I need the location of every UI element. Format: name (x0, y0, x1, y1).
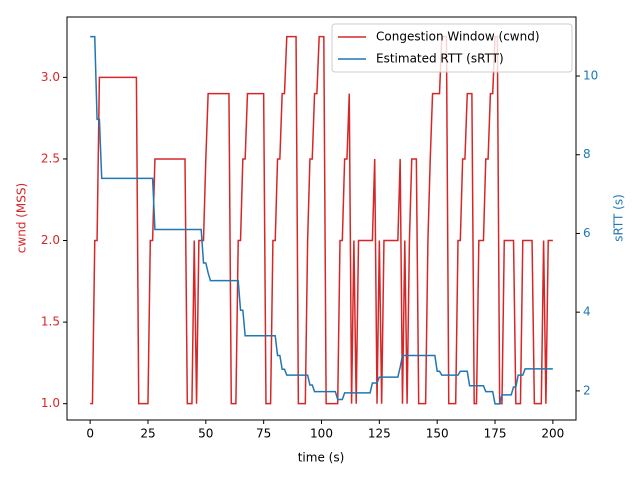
x-tick-label: 25 (140, 427, 155, 441)
y-tick-label: 1.5 (41, 315, 60, 329)
y-tick-label: 1.0 (41, 396, 60, 410)
x-tick-label: 150 (426, 427, 449, 441)
x-tick-label: 75 (256, 427, 271, 441)
x-tick-label: 125 (368, 427, 391, 441)
y2-tick-label: 10 (583, 69, 598, 83)
x-tick-label: 175 (484, 427, 507, 441)
y-tick-label: 3.0 (41, 70, 60, 84)
y2-axis-label: sRTT (s) (612, 194, 626, 242)
legend-label: Congestion Window (cwnd) (376, 30, 540, 44)
x-tick-label: 50 (198, 427, 213, 441)
y2-tick-label: 6 (583, 226, 591, 240)
y2-tick-label: 4 (583, 305, 591, 319)
y2-tick-label: 2 (583, 383, 591, 397)
x-tick-label: 200 (541, 427, 564, 441)
y-tick-label: 2.0 (41, 233, 60, 247)
x-tick-label: 0 (86, 427, 94, 441)
legend-box (331, 23, 573, 73)
y2-tick-label: 8 (583, 147, 591, 161)
y-tick-label: 2.5 (41, 151, 60, 165)
data-line (90, 35, 553, 405)
legend-label: Estimated RTT (sRTT) (376, 52, 504, 66)
x-axis-label: time (s) (298, 451, 345, 465)
plot-frame (66, 16, 577, 421)
data-line (90, 35, 553, 405)
x-tick-label: 100 (310, 427, 333, 441)
y-axis-label: cwnd (MSS) (15, 183, 29, 253)
